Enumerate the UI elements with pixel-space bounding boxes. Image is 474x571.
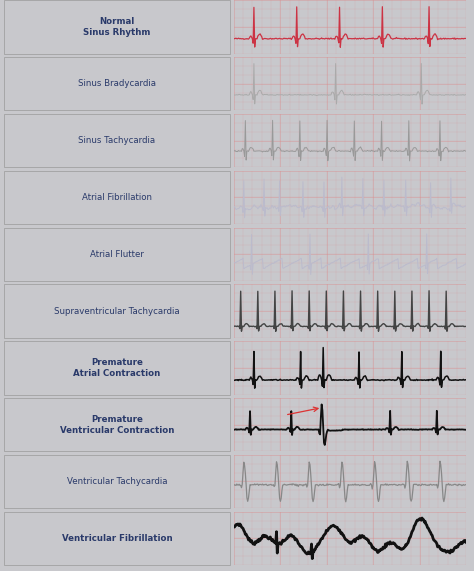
- Text: Supraventricular Tachycardia: Supraventricular Tachycardia: [54, 307, 180, 316]
- Text: Ventricular Fibrillation: Ventricular Fibrillation: [62, 534, 172, 543]
- Text: Atrial Fibrillation: Atrial Fibrillation: [82, 193, 152, 202]
- Text: Premature
Ventricular Contraction: Premature Ventricular Contraction: [60, 415, 174, 435]
- Text: Ventricular Tachycardia: Ventricular Tachycardia: [66, 477, 167, 486]
- Text: Normal
Sinus Rhythm: Normal Sinus Rhythm: [83, 17, 151, 37]
- Text: Premature
Atrial Contraction: Premature Atrial Contraction: [73, 358, 161, 378]
- Text: Atrial Flutter: Atrial Flutter: [90, 250, 144, 259]
- Text: Sinus Tachycardia: Sinus Tachycardia: [78, 136, 155, 145]
- Text: Sinus Bradycardia: Sinus Bradycardia: [78, 79, 156, 89]
